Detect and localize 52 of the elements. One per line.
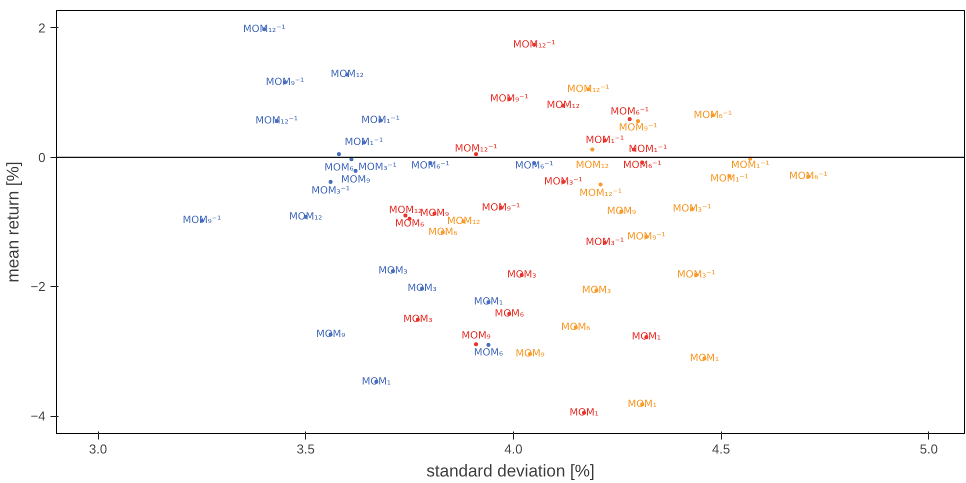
data-label: MOM₉	[515, 348, 545, 360]
data-label: MOM₃	[582, 285, 612, 296]
y-axis-title: mean return [%]	[4, 162, 23, 282]
y-tick-label: 2	[38, 20, 46, 36]
data-label: MOM₁₂⁻¹	[579, 188, 622, 199]
y-tick-label: 0	[38, 150, 46, 165]
point	[474, 342, 478, 346]
data-label: MOM₃⁻¹	[358, 162, 397, 173]
data-label: MOM₉	[420, 208, 450, 220]
point	[328, 180, 333, 184]
data-label: MOM₉	[316, 329, 346, 340]
data-label: MOM₉	[341, 174, 370, 186]
x-axis-title: standard deviation [%]	[426, 462, 595, 480]
data-label: MOM₁	[690, 352, 720, 364]
data-label: MOM₉	[461, 330, 491, 342]
data-label: MOM₃⁻¹	[672, 204, 712, 215]
data-label: MOM₃⁻¹	[311, 185, 350, 196]
x-tick-label: 4.5	[712, 442, 730, 456]
data-label: MOM₁₂⁻¹	[454, 144, 498, 155]
data-label: MOM₁⁻¹	[730, 160, 770, 172]
data-label: MOM₉	[606, 206, 636, 218]
data-label: MOM₆	[394, 218, 424, 230]
data-label: MOM₉⁻¹	[618, 122, 658, 134]
point	[349, 157, 354, 162]
data-label: MOM₃	[507, 270, 536, 281]
x-tick-label: 3.0	[89, 442, 108, 456]
point	[354, 168, 358, 173]
point	[403, 214, 408, 218]
data-label: MOM₁⁻¹	[628, 144, 668, 156]
point	[486, 342, 490, 347]
data-label: MOM₁	[569, 407, 599, 418]
data-label: MOM₆	[324, 162, 354, 174]
x-tick-label: 5.0	[920, 442, 938, 456]
data-label: MOM₁₂	[446, 216, 480, 227]
data-label: MOM₆⁻¹	[610, 106, 649, 118]
point	[598, 182, 603, 186]
data-label: MOM₁₂	[388, 205, 422, 216]
data-label: MOM₆	[561, 322, 590, 333]
point	[474, 152, 478, 156]
point	[590, 148, 594, 152]
data-label: MOM₆	[474, 347, 504, 358]
point	[628, 117, 632, 122]
y-tick-label: −2	[30, 279, 46, 294]
y-tick-label: −4	[30, 408, 46, 424]
data-label: MOM₃	[378, 266, 408, 277]
data-label: MOM₁	[628, 398, 657, 410]
x-tick-label: 3.5	[296, 442, 315, 456]
data-label: MOM₁	[474, 296, 504, 308]
point	[336, 152, 341, 156]
data-label: MOM₁₂⁻¹	[255, 116, 298, 127]
x-tick-label: 4.0	[504, 442, 522, 456]
data-label: MOM₁₂	[576, 160, 609, 172]
